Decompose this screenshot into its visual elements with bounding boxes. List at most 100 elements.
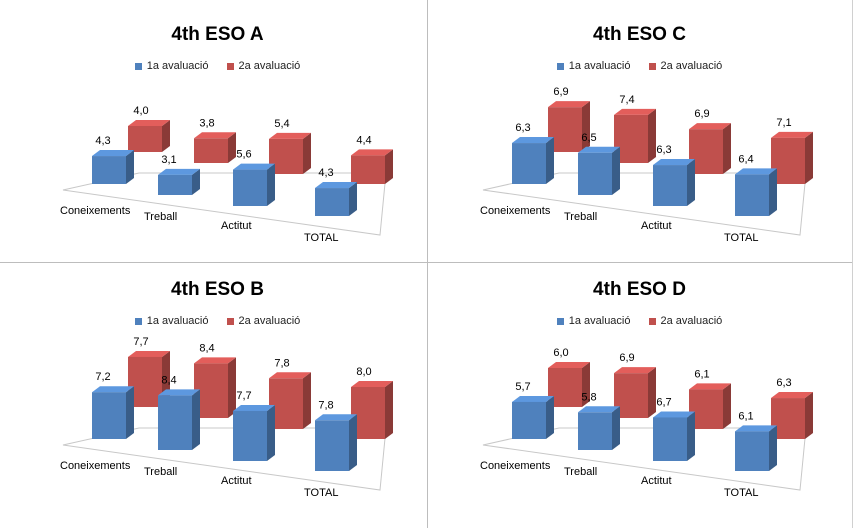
- bar-series1-front: [578, 412, 612, 450]
- bar-series1: [653, 411, 695, 461]
- bar-series2-top: [351, 149, 393, 156]
- legend-swatch: [134, 317, 142, 325]
- bar-series2-top: [128, 350, 170, 357]
- bar-series1-front: [315, 420, 349, 471]
- bar-series2-top: [194, 132, 236, 139]
- bar-series1-front: [512, 401, 546, 439]
- legend-item-series2: 2a avaluació: [648, 60, 722, 72]
- bar-series1-side: [267, 163, 275, 206]
- bar-series2-side: [805, 392, 813, 439]
- bar-series1-front: [653, 417, 687, 461]
- category-label: TOTAL: [724, 487, 758, 499]
- data-label-series1: 5,7: [515, 381, 530, 393]
- category-label: Actitut: [641, 475, 672, 487]
- data-label-series1: 4,3: [318, 167, 333, 179]
- chart-title: 4th ESO B: [171, 279, 264, 300]
- data-label-series1: 5,6: [236, 149, 251, 161]
- data-label-series2: 8,4: [199, 342, 214, 354]
- category-label: TOTAL: [304, 487, 338, 499]
- data-label-series2: 5,4: [274, 118, 289, 130]
- bar-series1-side: [546, 137, 554, 184]
- category-label: Coneixements: [480, 460, 551, 472]
- bar-series2: [194, 132, 236, 163]
- bar-series1-side: [687, 411, 695, 461]
- bar-series2: [548, 101, 590, 152]
- bar-series1: [315, 182, 357, 216]
- bar-series1-front: [653, 165, 687, 206]
- vertical-separator: [427, 0, 428, 528]
- category-label: Coneixements: [60, 460, 131, 472]
- bar-series1: [578, 406, 620, 450]
- bar-series1-top: [512, 395, 554, 402]
- bar-series2-front: [194, 138, 228, 163]
- data-label-series1: 7,7: [236, 390, 251, 402]
- bar-series2-side: [582, 362, 590, 407]
- legend-item-series1: 1a avaluació: [556, 60, 631, 72]
- bar-series1: [735, 168, 777, 216]
- bar-series1-front: [735, 174, 769, 216]
- bar-series2-side: [162, 120, 170, 152]
- data-label-series2: 6,1: [694, 368, 709, 380]
- bar-series1-side: [267, 404, 275, 461]
- legend-label: 2a avaluació: [238, 315, 301, 327]
- chart-panel-eso-c: 4th ESO C 1a avaluació 2a avaluació 6,9 7…: [428, 8, 851, 262]
- bar-series2-top: [269, 132, 311, 139]
- legend-swatch: [226, 317, 234, 325]
- bar-series1-side: [192, 389, 200, 450]
- bar-series1-top: [512, 137, 554, 144]
- bar-series1-side: [192, 168, 200, 195]
- legend-swatch: [226, 62, 234, 70]
- bar-series1-front: [233, 169, 267, 206]
- legend-label: 1a avaluació: [568, 60, 631, 72]
- bar-series2-side: [723, 123, 731, 174]
- bar-series2-top: [548, 101, 590, 108]
- bar-series2-front: [128, 126, 162, 152]
- data-label-series2: 6,9: [694, 108, 709, 120]
- legend-label: 1a avaluació: [146, 60, 209, 72]
- chart-plot: 4,0 3,8 5,4 4,4 4,3 3,1 5,6 4,3 Coneixements Treb…: [60, 105, 393, 244]
- data-label-series2: 6,3: [776, 377, 791, 389]
- data-label-series2: 7,1: [776, 117, 791, 129]
- bar-series2-side: [385, 381, 393, 439]
- bar-series1-front: [233, 410, 267, 461]
- data-label-series1: 6,3: [515, 122, 530, 134]
- chart-panel-eso-d: 4th ESO D 1a avaluació 2a avaluació 6,0 6…: [428, 263, 851, 520]
- bar-series1-top: [578, 146, 620, 153]
- data-label-series1: 5,8: [581, 391, 596, 403]
- bar-series2-side: [723, 383, 731, 429]
- bar-series1-top: [92, 386, 134, 393]
- bar-series1-side: [126, 386, 134, 439]
- bar-series2-top: [689, 123, 731, 130]
- bar-series1: [315, 414, 357, 471]
- bar-series2: [771, 392, 813, 439]
- bar-series2-side: [228, 132, 236, 163]
- category-label: Actitut: [641, 220, 672, 232]
- data-label-series1: 6,5: [581, 132, 596, 144]
- bar-series2: [689, 383, 731, 429]
- bar-series1-front: [158, 395, 192, 450]
- chart-legend: 1a avaluació 2a avaluació: [8, 315, 427, 327]
- legend-swatch: [134, 62, 142, 70]
- bar-series2-top: [689, 383, 731, 390]
- bar-series1: [233, 404, 275, 461]
- category-label: TOTAL: [304, 232, 338, 244]
- chart-panel-eso-b: 4th ESO B 1a avaluació 2a avaluació 7,7 8…: [8, 263, 427, 520]
- horizontal-separator: [0, 262, 853, 263]
- bar-series1: [512, 137, 554, 184]
- bar-series1-top: [653, 159, 695, 166]
- data-label-series2: 6,9: [619, 352, 634, 364]
- bar-series2: [128, 120, 170, 152]
- category-label: Actitut: [221, 220, 252, 232]
- bar-series2-top: [351, 381, 393, 387]
- bar-series2-side: [303, 132, 311, 174]
- bar-series2: [614, 108, 656, 163]
- bar-series1-side: [612, 146, 620, 195]
- data-label-series1: 6,3: [656, 144, 671, 156]
- bar-series1-front: [315, 188, 349, 216]
- data-label-series1: 6,1: [738, 410, 753, 422]
- bar-series2: [194, 357, 236, 418]
- bar-series2-top: [771, 392, 813, 399]
- legend-swatch: [648, 317, 656, 325]
- category-label: TOTAL: [724, 232, 758, 244]
